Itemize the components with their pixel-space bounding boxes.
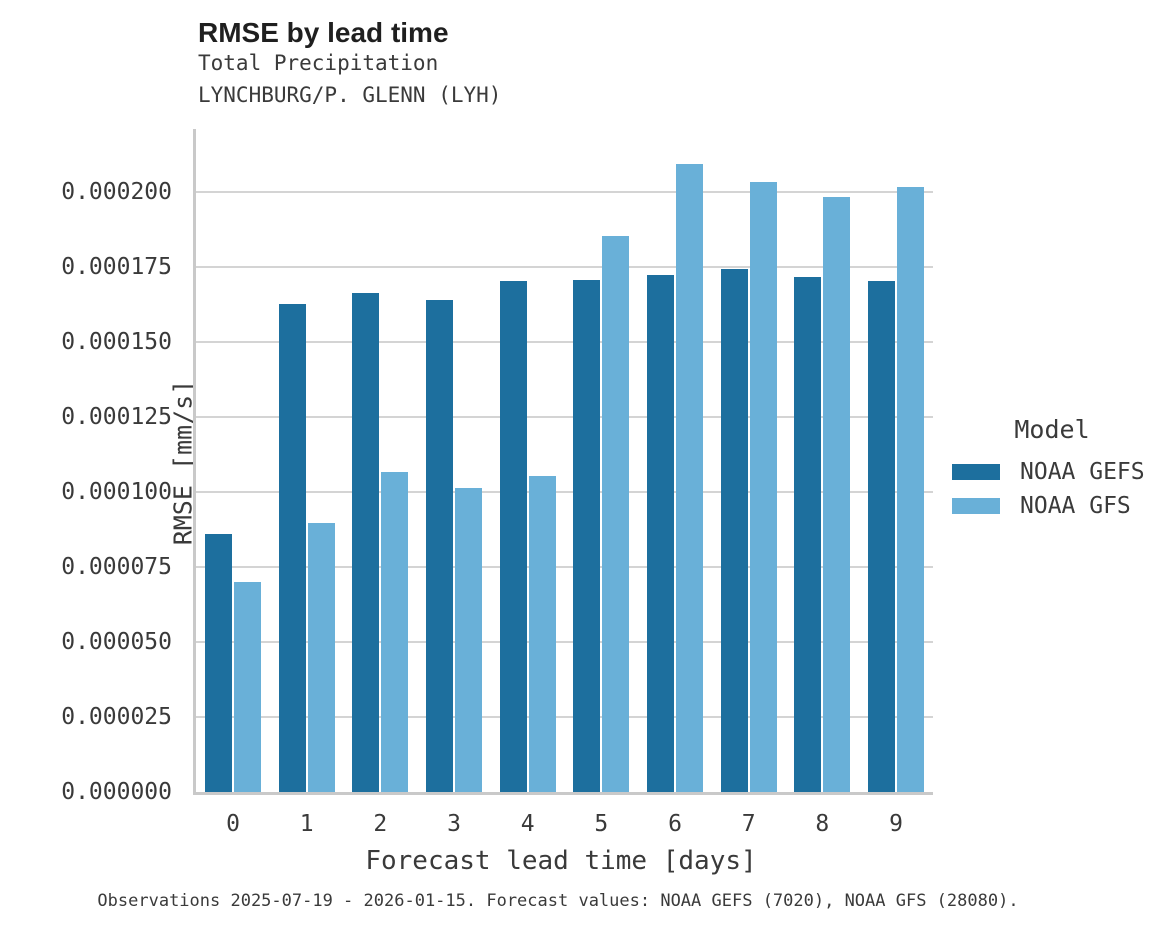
chart-subtitle-station: LYNCHBURG/P. GLENN (LYH) (198, 83, 502, 107)
x-tick-label: 4 (520, 811, 535, 837)
chart-subtitle-variable: Total Precipitation (198, 51, 439, 75)
legend-swatch-noaa-gfs (952, 498, 1000, 514)
bottom-axis-spine (193, 792, 933, 795)
bar-noaa-gefs-lead-4 (499, 280, 527, 792)
y-tick-label: 0.000150 (61, 329, 172, 355)
bar-noaa-gefs-lead-7 (720, 269, 748, 792)
x-tick-label: 5 (594, 811, 609, 837)
legend-row-noaa-gefs: NOAA GEFS (952, 459, 1162, 485)
y-tick-label: 0.000000 (61, 779, 172, 805)
bar-noaa-gefs-lead-0 (205, 534, 232, 792)
bar-noaa-gefs-lead-3 (426, 300, 453, 792)
y-tick-label: 0.000075 (61, 554, 172, 580)
y-gridline (196, 566, 933, 568)
bar-noaa-gefs-lead-8 (794, 276, 822, 792)
x-tick-label: 1 (299, 811, 314, 837)
x-tick-label: 3 (447, 811, 461, 837)
x-tick-label: 9 (889, 811, 903, 837)
y-tick-label: 0.000175 (61, 254, 172, 280)
bar-noaa-gefs-lead-9 (868, 281, 895, 792)
bar-noaa-gefs-lead-5 (573, 279, 601, 792)
bar-noaa-gfs-lead-4 (528, 476, 556, 792)
bar-noaa-gfs-lead-8 (823, 196, 851, 792)
x-tick-label: 8 (815, 811, 830, 837)
y-tick-label: 0.000050 (61, 629, 172, 655)
legend-label: NOAA GFS (1020, 493, 1131, 519)
y-gridline (196, 266, 933, 268)
y-gridline (196, 416, 933, 418)
x-tick-label: 2 (373, 811, 388, 837)
bar-noaa-gefs-lead-2 (352, 292, 380, 792)
x-tick-label: 0 (226, 811, 240, 837)
x-tick-label: 7 (741, 811, 756, 837)
y-gridline (196, 341, 933, 343)
x-tick-label: 6 (668, 811, 682, 837)
plot-area (193, 129, 933, 795)
y-gridline (196, 716, 933, 718)
y-gridline (196, 641, 933, 643)
bar-noaa-gfs-lead-3 (455, 487, 482, 792)
legend-row-noaa-gfs: NOAA GFS (952, 493, 1162, 519)
chart-title: RMSE by lead time (198, 17, 449, 48)
bar-noaa-gfs-lead-0 (234, 582, 261, 792)
bar-noaa-gfs-lead-9 (897, 187, 924, 792)
legend-title: Model (1014, 415, 1090, 444)
caption: Observations 2025-07-19 - 2026-01-15. Fo… (97, 891, 1019, 911)
x-axis-title: Forecast lead time [days] (365, 846, 757, 876)
bar-noaa-gfs-lead-1 (307, 522, 335, 792)
y-gridline (196, 491, 933, 493)
bar-noaa-gefs-lead-1 (278, 303, 306, 792)
y-tick-label: 0.000125 (61, 404, 172, 430)
y-tick-label: 0.000100 (61, 479, 172, 505)
legend: Model NOAA GEFS NOAA GFS (952, 414, 1162, 519)
legend-swatch-noaa-gefs (952, 464, 1000, 480)
left-axis-spine (193, 129, 196, 795)
y-tick-label: 0.000025 (61, 704, 172, 730)
bar-noaa-gfs-lead-5 (602, 235, 630, 792)
y-gridline (196, 191, 933, 193)
bar-noaa-gfs-lead-2 (381, 472, 409, 792)
y-tick-label: 0.000200 (61, 179, 172, 205)
legend-label: NOAA GEFS (1020, 459, 1145, 485)
bar-noaa-gfs-lead-7 (749, 182, 777, 792)
bar-noaa-gefs-lead-6 (647, 275, 674, 792)
bar-noaa-gfs-lead-6 (676, 163, 703, 792)
